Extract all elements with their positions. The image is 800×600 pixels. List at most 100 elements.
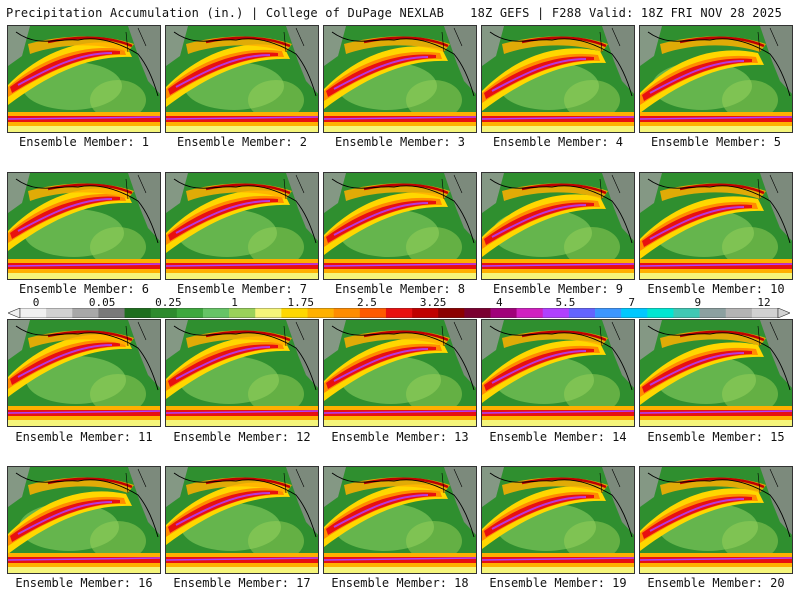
ensemble-member-caption: Ensemble Member: 10 [647, 282, 785, 296]
precip-map [482, 467, 634, 573]
ensemble-member-map-9 [481, 172, 635, 280]
colorbar-left-arrow [8, 308, 21, 318]
precip-map [324, 467, 476, 573]
colorbar-tick-label: 3.25 [419, 296, 447, 309]
colorbar-labels: 0 0.05 0.25 1 1.75 2.5 3.25 4 5.5 7 9 12 [8, 296, 790, 309]
precip-map [640, 173, 792, 279]
ensemble-member-map-2 [165, 25, 319, 133]
precip-map [8, 320, 160, 426]
colorbar-swatch [46, 308, 73, 318]
colorbar-swatch [542, 308, 570, 318]
colorbar-swatch [621, 308, 648, 318]
colorbar-tick-label: 7 [628, 296, 635, 309]
colorbar-swatch [568, 308, 596, 318]
ensemble-member-map-19 [481, 466, 635, 574]
precip-map [640, 467, 792, 573]
ensemble-member-map-7 [165, 172, 319, 280]
colorbar-tick-label: 12 [757, 296, 771, 309]
ensemble-member-map-3 [323, 25, 477, 133]
colorbar-swatch [281, 308, 308, 318]
ensemble-member-map-1 [7, 25, 161, 133]
colorbar-swatch [150, 308, 178, 318]
ensemble-member-map-18 [323, 466, 477, 574]
colorbar-swatch [229, 308, 256, 318]
colorbar-swatch [699, 308, 727, 318]
precip-map [8, 26, 160, 132]
colorbar-swatch [98, 308, 125, 318]
ensemble-member-caption: Ensemble Member: 4 [492, 135, 624, 149]
colorbar-swatch [72, 308, 99, 318]
ensemble-member-caption: Ensemble Member: 13 [331, 430, 469, 444]
precip-map [482, 173, 634, 279]
colorbar-swatch [647, 308, 674, 318]
colorbar-swatch [333, 308, 361, 318]
ensemble-member-map-13 [323, 319, 477, 427]
precip-map [640, 320, 792, 426]
ensemble-member-caption: Ensemble Member: 15 [647, 430, 785, 444]
colorbar-swatch [307, 308, 334, 318]
colorbar-tick-label: 9 [694, 296, 702, 309]
ensemble-member-caption: Ensemble Member: 17 [173, 576, 311, 590]
precip-map [8, 467, 160, 573]
ensemble-member-caption: Ensemble Member: 1 [18, 135, 150, 149]
colorbar-swatch [725, 308, 753, 318]
ensemble-member-caption: Ensemble Member: 11 [15, 430, 153, 444]
ensemble-member-caption: Ensemble Member: 14 [489, 430, 627, 444]
colorbar-right-arrow [777, 308, 790, 318]
precip-map [166, 320, 318, 426]
ensemble-member-caption: Ensemble Member: 3 [334, 135, 466, 149]
precip-map [166, 467, 318, 573]
ensemble-member-caption: Ensemble Member: 5 [650, 135, 782, 149]
colorbar-tick-label: 1 [231, 296, 238, 309]
colorbar-tick-label: 1.75 [287, 296, 314, 309]
colorbar-tick-label: 4 [495, 296, 503, 309]
precip-map [482, 26, 634, 132]
precip-map [166, 173, 318, 279]
ensemble-member-map-20 [639, 466, 793, 574]
ensemble-member-caption: Ensemble Member: 6 [18, 282, 150, 296]
precip-map [324, 26, 476, 132]
ensemble-member-map-10 [639, 172, 793, 280]
ensemble-member-map-8 [323, 172, 477, 280]
ensemble-member-map-11 [7, 319, 161, 427]
ensemble-member-caption: Ensemble Member: 9 [492, 282, 624, 296]
colorbar-swatch [464, 308, 491, 318]
colorbar-swatch [673, 308, 700, 318]
colorbar-swatch [412, 308, 439, 318]
ensemble-member-map-17 [165, 466, 319, 574]
colorbar-tick-label: 0.25 [155, 296, 182, 309]
ensemble-member-caption: Ensemble Member: 2 [176, 135, 308, 149]
precip-map [324, 173, 476, 279]
colorbar-swatch [20, 308, 47, 318]
colorbar-swatch [255, 308, 282, 318]
colorbar-tick-label: 5.5 [555, 296, 576, 309]
ensemble-member-caption: Ensemble Member: 8 [334, 282, 466, 296]
ensemble-member-caption: Ensemble Member: 19 [489, 576, 627, 590]
precip-map [324, 320, 476, 426]
ensemble-member-map-6 [7, 172, 161, 280]
colorbar-swatch [490, 308, 517, 318]
ensemble-member-caption: Ensemble Member: 20 [647, 576, 785, 590]
colorbar-swatch [124, 308, 151, 318]
colorbar-tick-label: 2.5 [356, 296, 377, 309]
ensemble-member-caption: Ensemble Member: 18 [331, 576, 469, 590]
run-valid-time: 18Z GEFS | F288 Valid: 18Z FRI NOV 28 20… [470, 6, 782, 20]
colorbar-tick-label: 0 [32, 296, 40, 309]
colorbar-swatch [751, 308, 779, 318]
colorbar-swatch [176, 308, 204, 318]
ensemble-member-map-4 [481, 25, 635, 133]
colorbar-swatch [516, 308, 544, 318]
colorbar-swatch [385, 308, 413, 318]
colorbar-swatch [359, 308, 387, 318]
colorbar-swatch [595, 308, 622, 318]
precip-map [166, 26, 318, 132]
ensemble-member-caption: Ensemble Member: 16 [15, 576, 153, 590]
precip-map [482, 320, 634, 426]
colorbar-swatch [202, 308, 230, 318]
colorbar: 0 0.05 0.25 1 1.75 2.5 3.25 4 5.5 7 9 12 [8, 296, 790, 320]
product-title: Precipitation Accumulation (in.) | Colle… [6, 6, 445, 20]
precip-map [8, 173, 160, 279]
ensemble-member-map-14 [481, 319, 635, 427]
precip-map [640, 26, 792, 132]
colorbar-tick-label: 0.05 [88, 296, 116, 309]
